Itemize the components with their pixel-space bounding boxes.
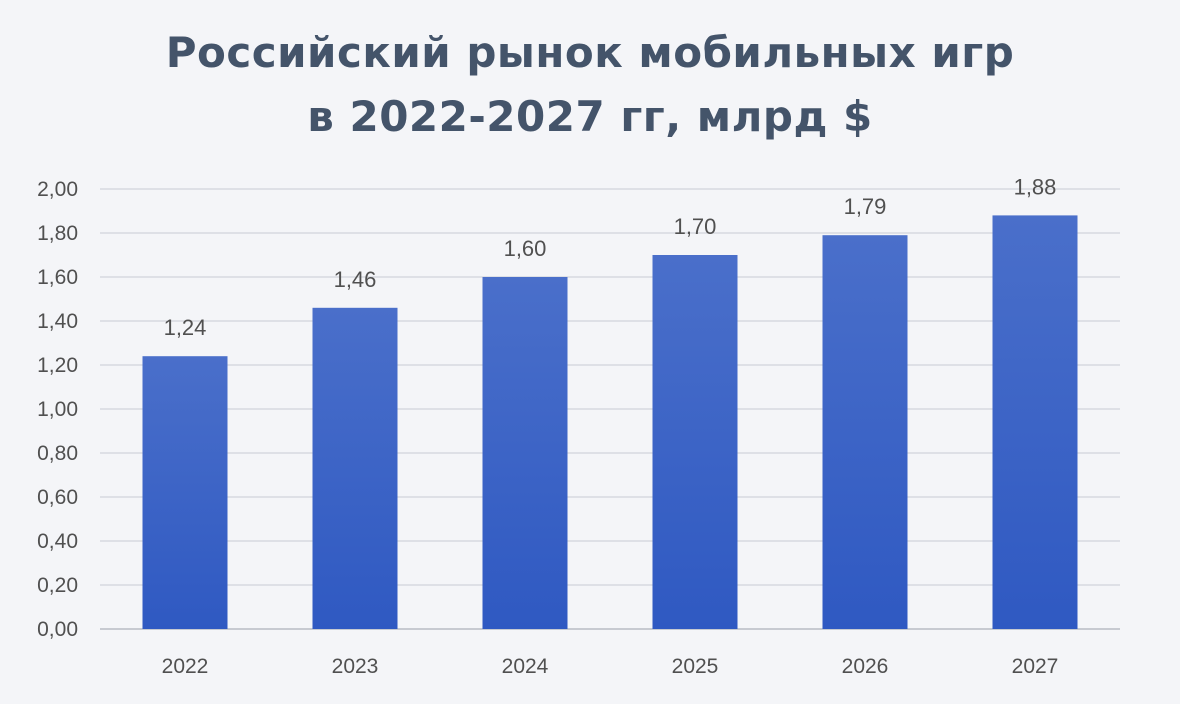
y-tick-label: 2,00 [37,178,78,201]
y-tick-label: 0,60 [37,486,78,509]
chart-title-line-1: Российский рынок мобильных игр [165,28,1015,77]
data-label: 1,46 [334,267,377,292]
data-label: 1,88 [1014,174,1057,199]
data-label: 1,79 [844,194,887,219]
data-label: 1,60 [504,236,547,261]
y-axis: 0,00 0,20 0,40 0,60 0,80 1,00 1,20 1,40 1,60 1,80… [37,178,78,641]
bar [482,277,568,629]
y-tick-label: 1,60 [37,266,78,289]
bar [992,215,1078,629]
data-labels: 1,24 1,46 1,60 1,70 1,79 1,88 [164,174,1057,340]
y-tick-label: 0,40 [37,530,78,553]
chart-title-line-2: в 2022-2027 гг, млрд $ [307,92,873,141]
bar [652,255,738,629]
bar [822,235,908,629]
y-tick-label: 1,20 [37,354,78,377]
gridlines [100,188,1120,630]
x-tick-label: 2027 [1012,655,1059,678]
x-tick-label: 2024 [502,655,549,678]
x-tick-label: 2022 [162,655,209,678]
y-tick-label: 1,80 [37,222,78,245]
x-axis: 2022 2023 2024 2025 2026 2027 [162,655,1059,678]
y-tick-label: 0,80 [37,442,78,465]
x-tick-label: 2025 [672,655,719,678]
x-tick-label: 2023 [332,655,379,678]
y-tick-label: 0,00 [37,618,78,641]
y-tick-label: 1,00 [37,398,78,421]
y-tick-label: 1,40 [37,310,78,333]
data-label: 1,70 [674,214,717,239]
bar [142,356,228,629]
y-tick-label: 0,20 [37,574,78,597]
data-label: 1,24 [164,315,207,340]
bar [312,307,398,629]
bars [142,215,1078,629]
x-tick-label: 2026 [842,655,889,678]
